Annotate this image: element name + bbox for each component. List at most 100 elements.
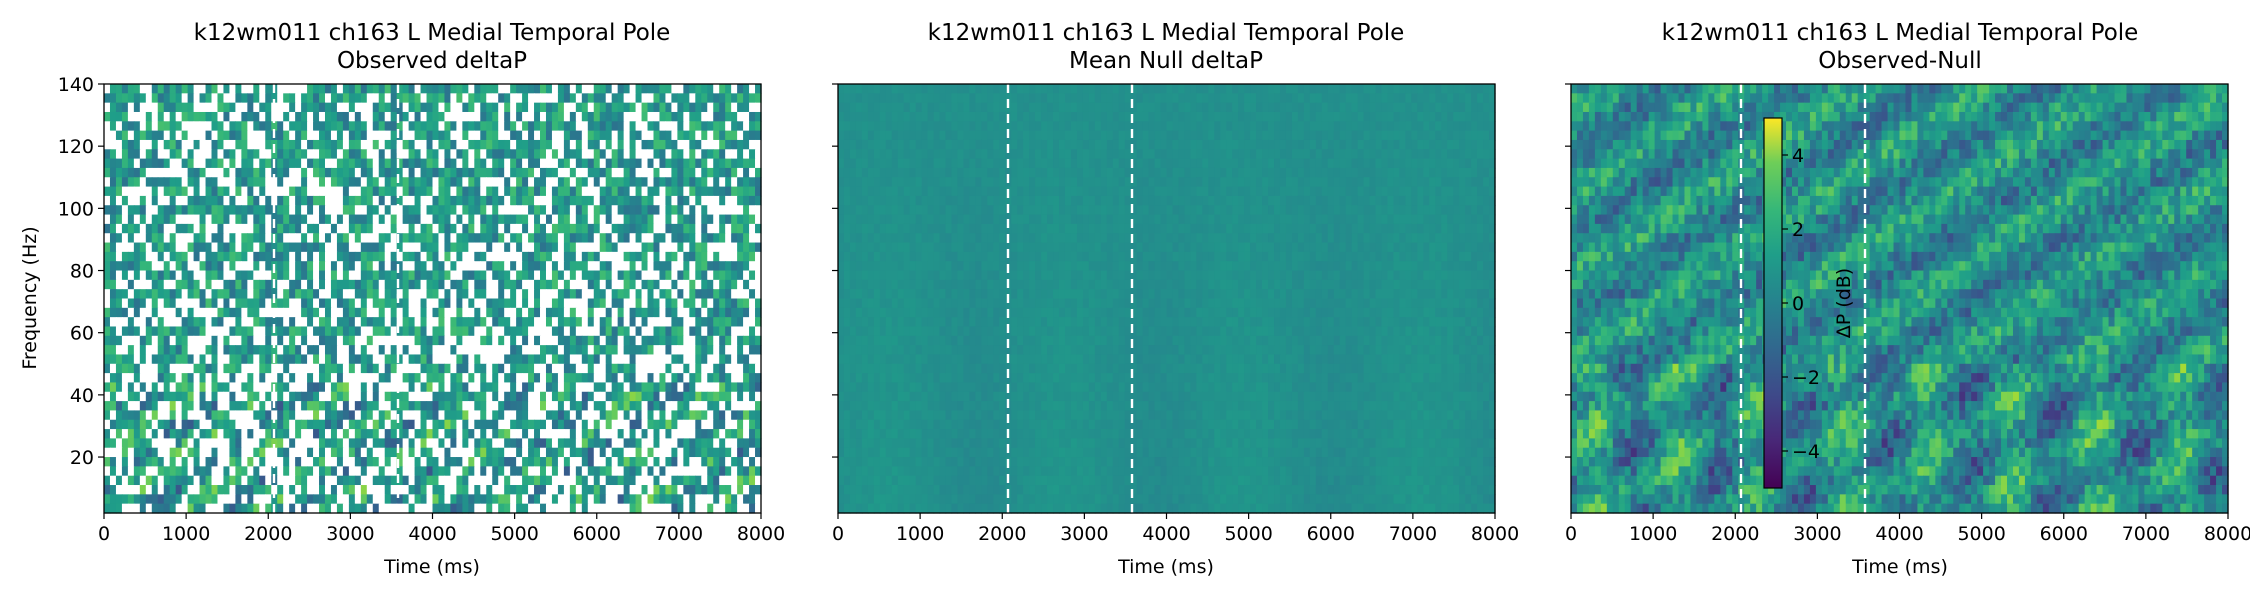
heatmap-cell (462, 345, 469, 356)
heatmap-cell (253, 494, 260, 505)
heatmap-cell (348, 438, 356, 449)
heatmap-cell (450, 307, 457, 318)
heatmap-cell (671, 438, 678, 449)
heatmap-cell (402, 429, 410, 439)
heatmap-cell (540, 289, 547, 300)
heatmap-cell (456, 466, 463, 477)
heatmap-cell (617, 289, 625, 300)
heatmap-cell (277, 354, 284, 365)
heatmap-cell (259, 195, 266, 206)
heatmap-cell (241, 429, 248, 439)
heatmap-cell (133, 233, 141, 244)
heatmap-cell (163, 457, 171, 467)
heatmap-cell (551, 466, 559, 477)
heatmap-cell (307, 373, 314, 384)
heatmap-cell (695, 223, 702, 234)
heatmap-cell (731, 475, 738, 486)
heatmap-cell (468, 410, 475, 421)
heatmap-cell (617, 121, 625, 132)
heatmap-cell (671, 335, 678, 346)
heatmap-cell (187, 391, 195, 402)
heatmap-cell (307, 205, 314, 216)
heatmap-cell (480, 363, 487, 374)
heatmap-cell (671, 494, 678, 505)
heatmap-cell (366, 130, 374, 141)
heatmap-cell (330, 261, 338, 272)
heatmap-cell (468, 317, 475, 328)
heatmap-cell (557, 475, 565, 486)
heatmap-cell (695, 354, 702, 365)
heatmap-cell (468, 214, 475, 225)
heatmap-cell (211, 130, 219, 141)
heatmap-cell (617, 177, 625, 188)
heatmap-cell (247, 102, 254, 113)
heatmap-cell (707, 354, 714, 365)
heatmap-cell (223, 84, 231, 94)
heatmap-cell (414, 354, 422, 365)
heatmap-cell (611, 485, 619, 495)
heatmap-cell (611, 149, 619, 160)
heatmap-cell (647, 363, 655, 374)
heatmap-cell (623, 251, 631, 262)
heatmap-cell (229, 485, 236, 495)
heatmap-cell (665, 419, 673, 430)
heatmap-cell (205, 186, 213, 197)
heatmap-cell (277, 345, 284, 356)
heatmap-cell (719, 429, 726, 439)
heatmap-cell (581, 317, 589, 328)
heatmap-cell (486, 298, 493, 309)
heatmap-cell (223, 401, 231, 412)
heatmap-cell (241, 121, 248, 132)
heatmap-cell (575, 121, 583, 132)
heatmap-cell (366, 289, 374, 300)
heatmap-cell (145, 205, 153, 216)
heatmap-cell (587, 289, 595, 300)
heatmap-cell (289, 354, 296, 365)
heatmap-cell (301, 410, 308, 421)
heatmap-cell (707, 466, 714, 477)
heatmap-cell (169, 401, 177, 412)
heatmap-cell (755, 289, 762, 300)
heatmap-cell (133, 485, 141, 495)
heatmap-cell (492, 373, 499, 384)
heatmap-cell (498, 251, 505, 262)
heatmap-cell (420, 438, 428, 449)
heatmap-cell (653, 93, 661, 104)
heatmap-cell (169, 326, 177, 337)
heatmap-cell (563, 102, 571, 113)
heatmap-cell (277, 205, 284, 216)
heatmap-cell (163, 401, 171, 412)
heatmap-cell (575, 447, 583, 458)
heatmap-cell (617, 363, 625, 374)
heatmap-cell (336, 270, 344, 281)
heatmap-cell (581, 345, 589, 356)
heatmap-cell (599, 167, 607, 178)
heatmap-cell (169, 270, 177, 281)
heatmap-cell (295, 242, 302, 253)
heatmap-cell (229, 242, 236, 253)
heatmap-cell (402, 139, 410, 150)
heatmap-cell (319, 186, 326, 197)
heatmap-cell (737, 391, 744, 402)
heatmap-cell (540, 270, 547, 281)
heatmap-cell (151, 447, 159, 458)
heatmap-cell (540, 102, 547, 113)
heatmap-cell (378, 475, 386, 486)
heatmap-cell (295, 475, 302, 486)
heatmap-cell (611, 233, 619, 244)
heatmap-cell (163, 177, 171, 188)
heatmap-cell (348, 485, 356, 495)
heatmap-cell (139, 251, 147, 262)
heatmap-cell (677, 326, 684, 337)
heatmap-cell (295, 382, 302, 393)
heatmap-cell (163, 382, 171, 393)
heatmap-cell (151, 503, 159, 514)
heatmap-cell (145, 503, 153, 514)
heatmap-cell (313, 205, 320, 216)
heatmap-cell (516, 214, 523, 225)
heatmap-cell (175, 503, 183, 514)
heatmap-cell (545, 186, 553, 197)
heatmap-cell (426, 233, 434, 244)
heatmap-cell (432, 111, 440, 122)
heatmap-cell (342, 93, 350, 104)
